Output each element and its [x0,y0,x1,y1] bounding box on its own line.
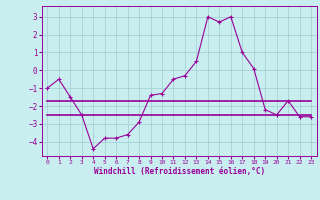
X-axis label: Windchill (Refroidissement éolien,°C): Windchill (Refroidissement éolien,°C) [94,167,265,176]
